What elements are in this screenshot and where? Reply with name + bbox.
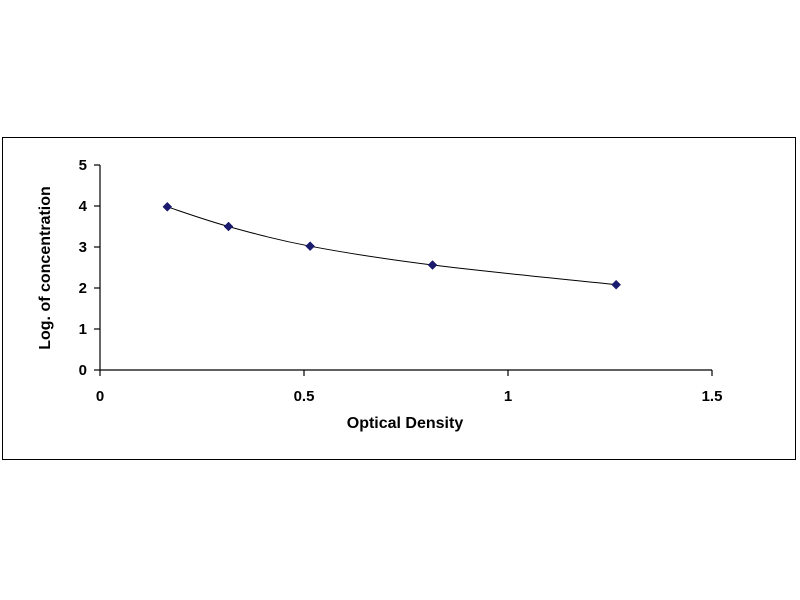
y-tick-label: 2 bbox=[79, 280, 87, 297]
data-point bbox=[223, 221, 234, 232]
x-tick-label: 0.5 bbox=[294, 388, 315, 405]
axes bbox=[99, 165, 712, 371]
y-axis-title: Log. of concentration bbox=[37, 186, 54, 350]
x-tick-label: 0 bbox=[96, 388, 104, 405]
x-tick-label: 1.5 bbox=[702, 388, 723, 405]
tick-marks bbox=[94, 164, 713, 376]
data-point bbox=[162, 201, 173, 212]
x-tick-label: 1 bbox=[504, 388, 512, 405]
y-tick-label: 0 bbox=[79, 362, 87, 379]
y-tick-label: 1 bbox=[79, 321, 87, 338]
data-point bbox=[305, 241, 315, 252]
x-axis-title: Optical Density bbox=[347, 415, 464, 432]
data-point bbox=[611, 279, 621, 290]
data-points bbox=[162, 201, 621, 290]
y-tick-label: 4 bbox=[79, 198, 88, 215]
y-tick-label: 5 bbox=[79, 157, 87, 174]
y-tick-label: 3 bbox=[79, 239, 87, 256]
trend-line bbox=[167, 206, 617, 286]
tick-labels: 0 1 2 3 4 5 0 0.5 1 1.5 bbox=[79, 157, 723, 405]
chart-frame bbox=[2, 137, 796, 460]
data-point bbox=[427, 260, 438, 270]
